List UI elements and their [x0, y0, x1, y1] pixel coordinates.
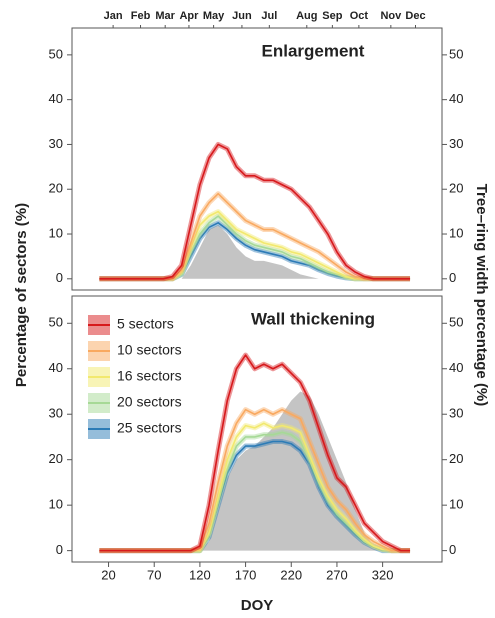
- x-tick-label: 270: [326, 567, 348, 582]
- panel-title: Wall thickening: [251, 309, 375, 328]
- x2-tick-label: Sep: [322, 10, 342, 22]
- y-tick-label: 30: [49, 136, 63, 151]
- y2-tick-label: 40: [449, 360, 463, 375]
- y-tick-label: 40: [49, 360, 63, 375]
- y2-tick-label: 30: [449, 136, 463, 151]
- y-tick-label: 20: [49, 181, 63, 196]
- y2-tick-label: 50: [449, 315, 463, 330]
- y-tick-label: 10: [49, 225, 63, 240]
- x-tick-label: 320: [372, 567, 394, 582]
- y2-tick-label: 0: [449, 270, 456, 285]
- x-tick-label: 20: [101, 567, 115, 582]
- x2-tick-label: Jun: [232, 10, 252, 22]
- x-tick-label: 220: [280, 567, 302, 582]
- y2-tick-label: 50: [449, 46, 463, 61]
- x-axis-label: DOY: [241, 597, 274, 614]
- y2-tick-label: 0: [449, 542, 456, 557]
- line: [99, 354, 411, 552]
- y-tick-label: 0: [56, 542, 63, 557]
- y-tick-label: 30: [49, 406, 63, 421]
- x2-tick-label: Dec: [405, 10, 425, 22]
- x2-tick-label: Mar: [155, 10, 175, 22]
- x2-tick-label: Jul: [261, 10, 277, 22]
- y-tick-label: 50: [49, 46, 63, 61]
- legend-label: 5 sectors: [117, 316, 174, 332]
- legend-label: 20 sectors: [117, 394, 182, 410]
- line: [99, 143, 411, 280]
- x-tick-label: 170: [235, 567, 257, 582]
- x2-tick-label: Nov: [380, 10, 402, 22]
- legend-label: 16 sectors: [117, 368, 182, 384]
- y2-axis-label: Tree–ring width percentage (%): [473, 184, 490, 407]
- y-tick-label: 10: [49, 497, 63, 512]
- y2-tick-label: 20: [449, 181, 463, 196]
- y-tick-label: 20: [49, 451, 63, 466]
- legend-label: 10 sectors: [117, 342, 182, 358]
- y-tick-label: 0: [56, 270, 63, 285]
- y-axis-label: Percentage of sectors (%): [13, 203, 30, 387]
- x2-tick-label: Aug: [296, 10, 317, 22]
- x2-tick-label: Feb: [131, 10, 151, 22]
- y-tick-label: 40: [49, 91, 63, 106]
- x-tick-label: 70: [147, 567, 161, 582]
- x2-tick-label: Jan: [104, 10, 123, 22]
- x-tick-label: 120: [189, 567, 211, 582]
- y2-tick-label: 30: [449, 406, 463, 421]
- y2-tick-label: 40: [449, 91, 463, 106]
- y2-tick-label: 10: [449, 225, 463, 240]
- legend-label: 25 sectors: [117, 420, 182, 436]
- x2-tick-label: Apr: [179, 10, 199, 22]
- y2-tick-label: 10: [449, 497, 463, 512]
- y-tick-label: 50: [49, 315, 63, 330]
- panel-title: Enlargement: [262, 41, 365, 60]
- area: [99, 225, 411, 279]
- y2-tick-label: 20: [449, 451, 463, 466]
- x2-tick-label: May: [203, 10, 225, 22]
- x2-tick-label: Oct: [350, 10, 369, 22]
